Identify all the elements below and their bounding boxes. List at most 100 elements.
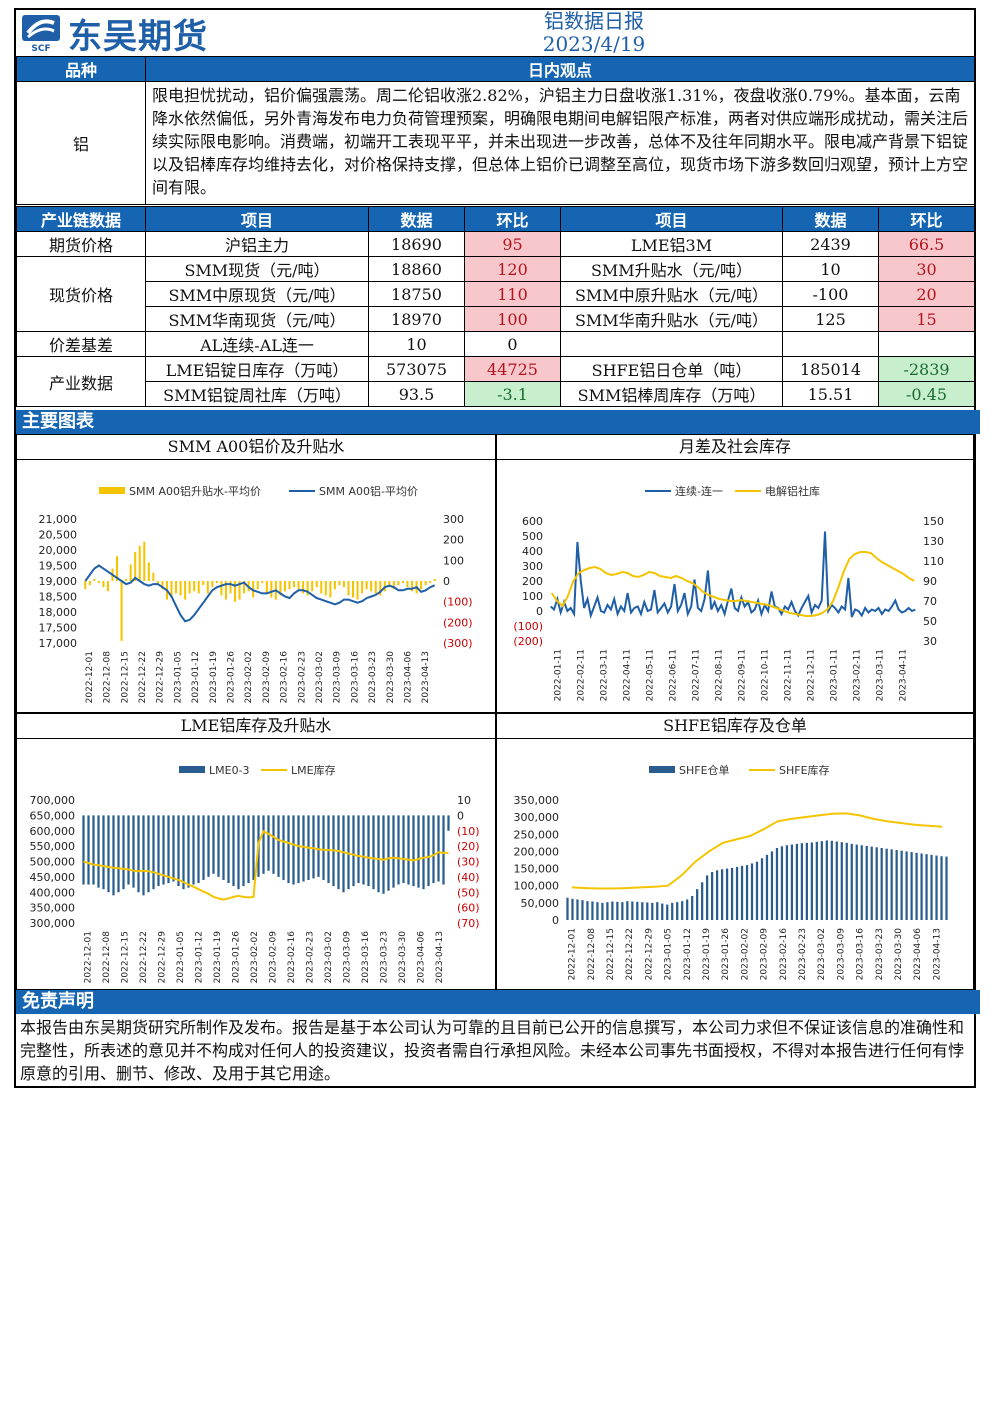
y-right-tick-label: (20) (457, 840, 480, 853)
y-left-tick-label: 550,000 (30, 840, 76, 853)
bar-mark (432, 815, 435, 884)
bar-mark (845, 842, 848, 920)
x-tick-label: 2023-03-30 (386, 651, 396, 704)
bar-mark (302, 581, 305, 594)
bar-mark (725, 868, 729, 920)
bar-mark (262, 815, 265, 874)
bar-mark (730, 867, 734, 920)
bar-mark (227, 815, 230, 884)
y-left-tick-label: 600 (522, 515, 543, 528)
bar-mark (392, 581, 395, 590)
legend-label: LME库存 (291, 763, 336, 777)
item-value: -100 (782, 281, 879, 307)
bar-mark (815, 841, 818, 920)
legend-label: 电解铝社库 (765, 484, 820, 498)
x-tick-label: 2022-02-11 (577, 649, 587, 701)
legend-label: 连续-连一 (675, 484, 723, 498)
y-right-tick-label: 30 (923, 635, 937, 648)
item-name: SMM中原升贴水（元/吨） (560, 281, 783, 307)
series-line (550, 551, 915, 617)
bar-mark (84, 581, 87, 590)
bar-mark (397, 581, 400, 586)
bar-mark (222, 815, 225, 880)
y-left-tick-label: 400,000 (30, 886, 76, 899)
y-left-tick-label: 0 (552, 914, 559, 927)
bar-mark (621, 902, 624, 920)
table-header-cell: 数据 (368, 206, 465, 232)
x-tick-label: 2023-01-11 (830, 649, 840, 701)
y-right-tick-label: 0 (443, 575, 450, 588)
bar-mark (412, 815, 415, 887)
y-left-tick-label: (100) (513, 620, 543, 633)
chart-panel-smm-price: SMM A00铝价及升贴水 SMM A00铝升贴水-平均价 SMM A00铝-平均… (16, 434, 496, 713)
y-right-tick-label: 200 (443, 534, 464, 547)
chart-title: SHFE铝库存及仓单 (497, 714, 973, 739)
bar-mark (224, 581, 227, 600)
x-tick-label: 2023-02-09 (268, 931, 278, 984)
bar-mark (242, 815, 245, 887)
y-left-tick-label: 19,500 (39, 560, 78, 573)
bar-mark (107, 815, 110, 893)
x-tick-label: 2023-03-30 (894, 928, 904, 981)
x-tick-label: 2023-02-11 (853, 649, 863, 701)
table-header-cell: 产业链数据 (16, 206, 146, 232)
y-right-tick-label: (60) (457, 902, 480, 915)
disclaimer-text: 本报告由东吴期货研究所制作及发布。报告是基于本公司认为可靠的且目前已公开的信息撰… (20, 1018, 965, 1083)
bar-mark (795, 843, 799, 920)
item-value: 18690 (368, 231, 465, 257)
bar-mark (102, 815, 105, 890)
bar-mark (167, 815, 170, 884)
bar-mark (120, 581, 123, 641)
bar-mark (157, 815, 160, 887)
y-left-tick-label: 300,000 (514, 811, 560, 824)
row-group-label: 期货价格 (16, 231, 146, 257)
bar-mark (411, 581, 414, 592)
bar-mark (401, 581, 404, 584)
table-header-cell: 环比 (464, 206, 561, 232)
bar-mark (162, 815, 165, 885)
item-value (782, 331, 879, 357)
bar-mark (935, 855, 938, 920)
x-tick-label: 2023-03-09 (342, 931, 352, 984)
bar-mark (910, 852, 913, 920)
item-value: 2439 (782, 231, 879, 257)
item-change: 15 (878, 306, 975, 332)
y-left-tick-label: 19,000 (39, 575, 78, 588)
bar-mark (184, 581, 187, 600)
bar-mark (880, 848, 883, 920)
item-change: 0 (464, 331, 561, 357)
bar-mark (220, 581, 223, 596)
bar-mark (352, 581, 355, 598)
x-tick-label: 2022-12-11 (807, 649, 817, 701)
y-left-tick-label: 18,500 (39, 591, 78, 604)
bar-mark (641, 902, 644, 920)
bar-mark (636, 901, 639, 920)
bar-mark (900, 850, 903, 920)
item-value: 18970 (368, 306, 465, 332)
item-name: LME铝锭日库存（万吨） (145, 356, 369, 382)
x-tick-label: 2023-04-13 (435, 931, 445, 983)
bar-mark (92, 815, 95, 885)
item-value: 93.5 (368, 381, 465, 407)
bar-mark (261, 581, 264, 584)
month-spread-chart: 连续-连一 电解铝社库 600 500 400 300 200 100 0 (100) (200) 1… (513, 484, 944, 701)
table-row: 现货价格 SMM现货（元/吨） 18860 120 SMM升贴水（元/吨） 10 30 (16, 256, 975, 332)
x-tick-label: 2023-01-05 (664, 928, 674, 980)
item-change: 120 (464, 256, 561, 282)
series-line (550, 531, 916, 620)
report-date: 2023/4/19 (542, 32, 646, 56)
y-left-tick-label: 300,000 (30, 917, 76, 930)
bar-mark (134, 552, 137, 581)
legend-label: SMM A00铝升贴水-平均价 (129, 484, 261, 498)
bar-mark (156, 581, 159, 584)
y-right-tick-label: 100 (443, 554, 464, 567)
bar-mark (97, 815, 100, 888)
bar-mark (681, 901, 684, 920)
bar-mark (372, 815, 375, 890)
y-right-tick-label: (30) (457, 856, 480, 869)
bar-mark (606, 902, 609, 920)
x-tick-label: 2023-03-23 (379, 931, 389, 983)
bar-mark (234, 581, 237, 602)
bar-mark (122, 815, 125, 890)
x-tick-label: 2023-03-09 (836, 928, 846, 981)
